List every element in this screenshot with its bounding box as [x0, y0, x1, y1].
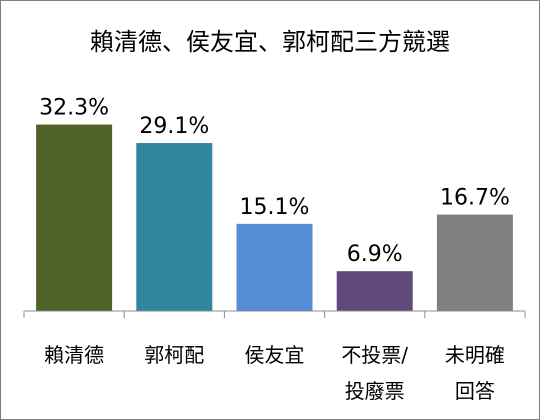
data-label: 6.9% — [347, 242, 403, 267]
category-label: 賴清德 — [44, 343, 104, 367]
category-label: 未明確 — [445, 343, 505, 367]
data-label: 16.7% — [440, 186, 510, 211]
data-label: 29.1% — [139, 114, 209, 139]
data-label: 15.1% — [240, 195, 310, 220]
category-label: 郭柯配 — [144, 343, 204, 367]
data-label: 32.3% — [39, 96, 109, 121]
category-label: 侯友宜 — [245, 343, 305, 367]
bar — [336, 271, 413, 311]
category-label: 不投票/ — [341, 343, 408, 367]
bar — [236, 223, 313, 311]
bar — [436, 214, 513, 311]
chart-title: 賴清德、侯友宜、郭柯配三方競選 — [90, 28, 450, 56]
category-label: 投廢票 — [345, 379, 405, 403]
bar — [136, 143, 213, 311]
bar — [36, 124, 113, 311]
category-label: 回答 — [455, 379, 495, 403]
